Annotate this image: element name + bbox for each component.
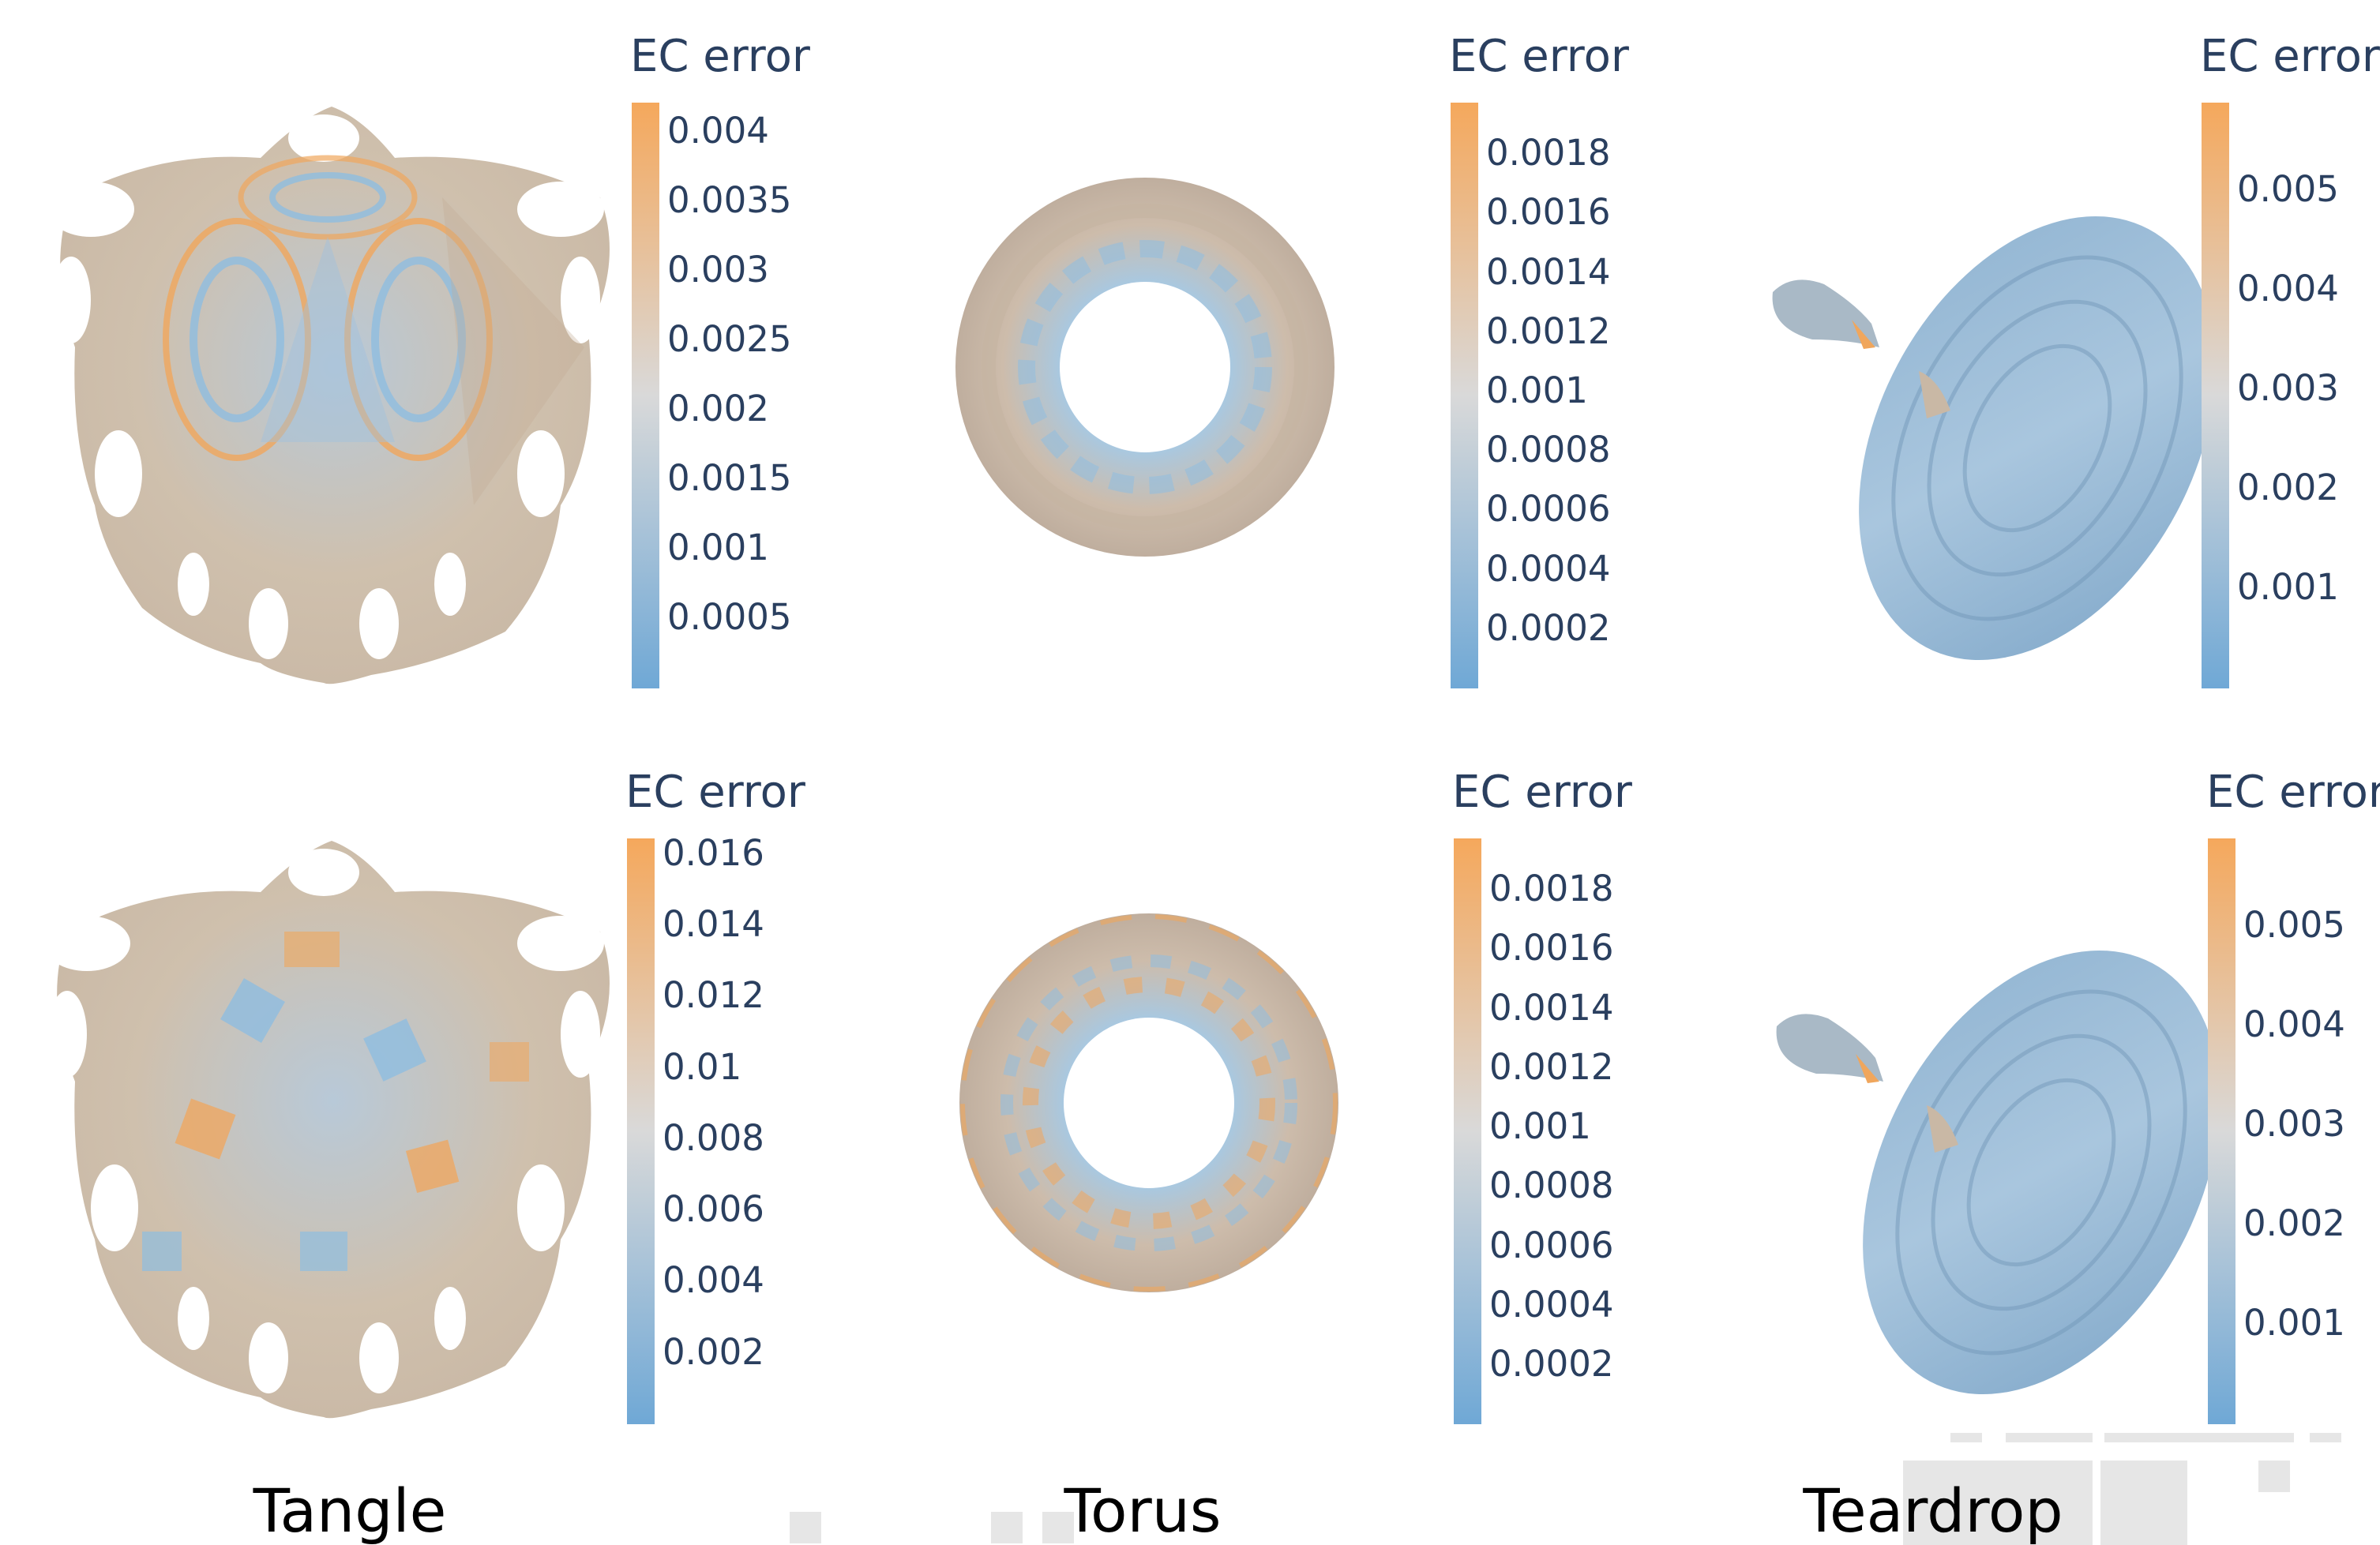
colorbar-tick: 0.0014 xyxy=(1486,251,1610,293)
colorbar-title: EC error xyxy=(630,31,811,82)
colorbar-tick: 0.0006 xyxy=(1486,488,1610,530)
colorbar-tick: 0.0018 xyxy=(1489,868,1613,909)
label-tangle: Tangle xyxy=(253,1476,447,1545)
colorbar-tick: 0.003 xyxy=(2237,367,2339,409)
colorbar-tick: 0.001 xyxy=(1489,1105,1591,1147)
colorbar-tick: 0.0004 xyxy=(1489,1284,1613,1326)
colorbar-gradient xyxy=(1451,103,1478,688)
colorbar-tick: 0.0015 xyxy=(667,457,791,499)
torus-top-surface xyxy=(955,178,1335,557)
colorbar-tangle-bottom: EC error 0.016 0.014 0.012 0.01 0.008 0.… xyxy=(625,767,806,1424)
colorbar-tick: 0.004 xyxy=(2237,268,2339,309)
colorbar-tick: 0.0014 xyxy=(1489,987,1613,1029)
colorbar-tick: 0.0018 xyxy=(1486,132,1610,174)
colorbar-tick: 0.006 xyxy=(663,1188,764,1230)
tangle-top-surface xyxy=(47,107,610,684)
tangle-bottom-surface xyxy=(43,841,610,1419)
colorbar-tick: 0.004 xyxy=(2243,1003,2345,1045)
colorbar-tick: 0.0012 xyxy=(1489,1046,1613,1088)
colorbar-tick: 0.002 xyxy=(2243,1202,2345,1244)
colorbar-title: EC error xyxy=(2206,767,2380,818)
colorbar-title: EC error xyxy=(1452,767,1633,818)
label-teardrop: Teardrop xyxy=(1802,1476,2063,1545)
colorbar-tick: 0.0016 xyxy=(1489,927,1613,969)
colorbar-tick: 0.001 xyxy=(667,527,769,568)
colorbar-tangle-top: EC error 0.004 0.0035 0.003 0.0025 0.002… xyxy=(630,31,811,688)
colorbar-tick: 0.0004 xyxy=(1486,548,1610,590)
colorbar-tick: 0.0016 xyxy=(1486,191,1610,233)
colorbar-title: EC error xyxy=(625,767,806,818)
colorbar-tick: 0.002 xyxy=(2237,467,2339,508)
background-artifacts xyxy=(790,1433,2341,1545)
colorbar-tick: 0.016 xyxy=(663,832,764,874)
colorbar-tick: 0.001 xyxy=(2237,566,2339,608)
colorbar-tick: 0.002 xyxy=(663,1331,764,1373)
colorbar-tick: 0.0002 xyxy=(1489,1343,1613,1385)
colorbar-tick: 0.014 xyxy=(663,903,764,945)
colorbar-tick: 0.0008 xyxy=(1486,429,1610,471)
colorbar-tick: 0.008 xyxy=(663,1117,764,1159)
colorbar-tick: 0.0008 xyxy=(1489,1164,1613,1206)
colorbar-teardrop-bottom: EC error 0.005 0.004 0.003 0.002 0.001 xyxy=(2206,767,2380,1424)
colorbar-tick: 0.0006 xyxy=(1489,1224,1613,1266)
colorbar-tick: 0.003 xyxy=(2243,1103,2345,1145)
colorbar-tick: 0.002 xyxy=(667,388,769,429)
colorbar-tick: 0.004 xyxy=(663,1259,764,1301)
colorbar-teardrop-top: EC error 0.005 0.004 0.003 0.002 0.001 xyxy=(2200,31,2380,688)
colorbar-gradient xyxy=(627,838,655,1424)
colorbar-tick: 0.005 xyxy=(2237,168,2339,210)
colorbar-gradient xyxy=(632,103,659,688)
teardrop-bottom-surface xyxy=(1776,950,2220,1395)
colorbar-gradient xyxy=(1454,838,1481,1424)
colorbar-tick: 0.001 xyxy=(1486,369,1588,411)
colorbar-tick: 0.003 xyxy=(667,249,769,291)
colorbar-title: EC error xyxy=(2200,31,2380,82)
colorbar-gradient xyxy=(2202,103,2229,688)
colorbar-tick: 0.0035 xyxy=(667,179,791,221)
colorbar-torus-bottom: EC error 0.0018 0.0016 0.0014 0.0012 0.0… xyxy=(1452,767,1633,1424)
colorbar-tick: 0.01 xyxy=(663,1046,741,1088)
colorbar-tick: 0.012 xyxy=(663,974,764,1016)
colorbar-tick: 0.005 xyxy=(2243,904,2345,946)
colorbar-tick: 0.0002 xyxy=(1486,607,1610,649)
colorbar-torus-top: EC error 0.0018 0.0016 0.0014 0.0012 0.0… xyxy=(1449,31,1630,688)
colorbar-tick: 0.0005 xyxy=(667,596,791,638)
colorbar-gradient xyxy=(2208,838,2235,1424)
colorbar-tick: 0.0025 xyxy=(667,318,791,360)
colorbar-title: EC error xyxy=(1449,31,1630,82)
torus-bottom-surface xyxy=(959,913,1338,1292)
teardrop-top-surface xyxy=(1772,216,2216,661)
label-torus: Torus xyxy=(1063,1476,1221,1545)
colorbar-tick: 0.001 xyxy=(2243,1302,2345,1344)
colorbar-tick: 0.0012 xyxy=(1486,310,1610,352)
colorbar-tick: 0.004 xyxy=(667,110,769,152)
